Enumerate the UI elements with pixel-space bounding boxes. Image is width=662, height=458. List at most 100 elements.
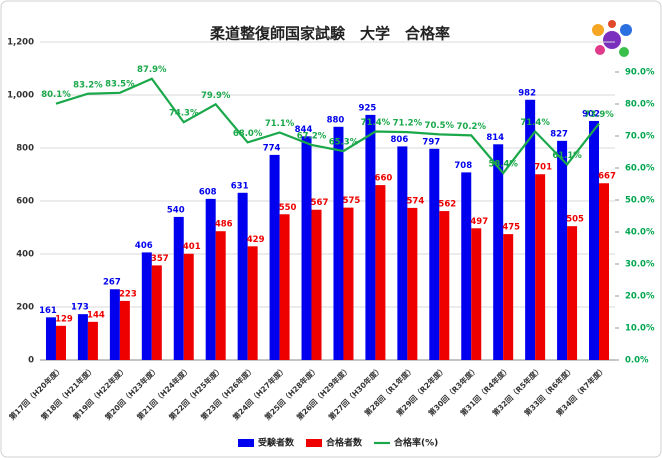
y-tick-label: 800 bbox=[16, 144, 34, 154]
rate-value-label: 70.5% bbox=[425, 121, 455, 131]
rate-value-label: 71.2% bbox=[393, 119, 423, 129]
bar-value-label: 129 bbox=[55, 314, 73, 324]
bar bbox=[215, 231, 226, 360]
y2-tick-label: 30.0% bbox=[625, 260, 655, 270]
bar-value-label: 144 bbox=[87, 310, 105, 320]
legend-label: 合格者数 bbox=[326, 437, 363, 449]
bar-value-label: 357 bbox=[151, 254, 169, 264]
bar-value-label: 574 bbox=[406, 196, 424, 206]
bar-value-label: 701 bbox=[534, 163, 552, 173]
rate-value-label: 68.0% bbox=[233, 129, 263, 139]
legend-label: 合格率(%) bbox=[394, 437, 438, 449]
bar-value-label: 550 bbox=[279, 203, 297, 213]
bar bbox=[237, 192, 248, 360]
bar-value-label: 497 bbox=[470, 217, 488, 227]
bar-value-label: 708 bbox=[454, 161, 472, 171]
bar bbox=[279, 214, 290, 360]
y-tick-label: 0 bbox=[28, 356, 34, 366]
bar-value-label: 406 bbox=[135, 241, 153, 251]
bar-value-label: 223 bbox=[119, 289, 137, 299]
bar-value-label: 429 bbox=[247, 235, 265, 245]
bar bbox=[141, 252, 152, 360]
bar bbox=[503, 234, 514, 360]
y2-tick-label: 50.0% bbox=[625, 196, 655, 206]
bar bbox=[343, 207, 354, 360]
rate-value-label: 71.1% bbox=[265, 119, 295, 129]
y-tick-label: 400 bbox=[16, 250, 34, 260]
bar bbox=[119, 300, 130, 360]
legend-swatch bbox=[306, 439, 322, 447]
bar bbox=[365, 114, 376, 360]
bar bbox=[87, 321, 98, 360]
bar bbox=[311, 209, 322, 360]
rate-value-label: 83.2% bbox=[73, 80, 103, 90]
bar-value-label: 401 bbox=[183, 242, 201, 252]
bar-value-label: 660 bbox=[375, 174, 393, 184]
rate-value-label: 83.5% bbox=[105, 79, 135, 89]
y-tick-label: 1,200 bbox=[7, 38, 34, 48]
bar bbox=[109, 289, 120, 360]
rate-value-label: 71.4% bbox=[520, 118, 550, 128]
rate-value-label: 65.3% bbox=[329, 138, 359, 148]
rate-value-label: 70.2% bbox=[457, 122, 487, 132]
bar bbox=[247, 246, 258, 360]
rate-value-label: 87.9% bbox=[137, 65, 167, 75]
bar bbox=[525, 99, 536, 361]
bar bbox=[493, 144, 504, 360]
y2-tick-label: 0.0% bbox=[625, 356, 649, 366]
bar bbox=[375, 185, 386, 360]
y2-tick-label: 10.0% bbox=[625, 324, 655, 334]
bar-value-label: 505 bbox=[566, 215, 584, 225]
bar-value-label: 880 bbox=[327, 115, 345, 125]
rate-value-label: 80.1% bbox=[41, 90, 71, 100]
bar-value-label: 902 bbox=[582, 109, 600, 119]
bar-value-label: 797 bbox=[422, 137, 440, 147]
bar-value-label: 540 bbox=[167, 205, 185, 215]
bar-value-label: 806 bbox=[390, 135, 408, 145]
rate-value-label: 61.1% bbox=[552, 151, 582, 161]
bar-value-label: 475 bbox=[502, 223, 520, 233]
y2-tick-label: 80.0% bbox=[625, 100, 655, 110]
y2-tick-label: 70.0% bbox=[625, 132, 655, 142]
bar bbox=[77, 314, 88, 360]
bar bbox=[557, 140, 568, 360]
y2-tick-label: 60.0% bbox=[625, 164, 655, 174]
bar bbox=[589, 120, 600, 360]
bar bbox=[407, 207, 418, 360]
y2-tick-label: 40.0% bbox=[625, 228, 655, 238]
bar bbox=[567, 226, 578, 360]
bar bbox=[151, 265, 162, 360]
y2-tick-label: 20.0% bbox=[625, 292, 655, 302]
rate-value-label: 58.4% bbox=[488, 160, 518, 170]
bar-value-label: 827 bbox=[550, 129, 568, 139]
bar bbox=[333, 126, 344, 360]
bar-value-label: 161 bbox=[39, 306, 57, 316]
bar-value-label: 925 bbox=[359, 103, 377, 113]
bar-value-label: 814 bbox=[486, 133, 504, 143]
bar-value-label: 562 bbox=[438, 200, 456, 210]
bar bbox=[471, 228, 482, 360]
bar-value-label: 608 bbox=[199, 187, 217, 197]
bar bbox=[599, 183, 610, 360]
bar-value-label: 567 bbox=[311, 198, 329, 208]
bar-value-label: 575 bbox=[343, 196, 361, 206]
bar bbox=[183, 253, 194, 360]
bar bbox=[45, 317, 56, 360]
rate-value-label: 79.9% bbox=[201, 91, 231, 101]
legend-label: 受験者数 bbox=[258, 437, 295, 449]
bar-value-label: 267 bbox=[103, 278, 121, 288]
rate-line bbox=[55, 77, 600, 175]
legend-swatch bbox=[238, 439, 254, 447]
rate-value-label: 71.4% bbox=[361, 118, 391, 128]
y-tick-label: 600 bbox=[16, 197, 34, 207]
bar-value-label: 486 bbox=[215, 220, 233, 230]
bar bbox=[439, 211, 450, 360]
chart-title: 柔道整復師国家試験 大学 合格率 bbox=[210, 25, 450, 43]
y2-tick-label: 90.0% bbox=[625, 68, 655, 78]
bar bbox=[301, 136, 312, 360]
rate-value-label: 74.3% bbox=[169, 109, 199, 119]
bar bbox=[535, 174, 546, 360]
bar bbox=[397, 146, 408, 360]
bar-value-label: 173 bbox=[71, 303, 89, 313]
